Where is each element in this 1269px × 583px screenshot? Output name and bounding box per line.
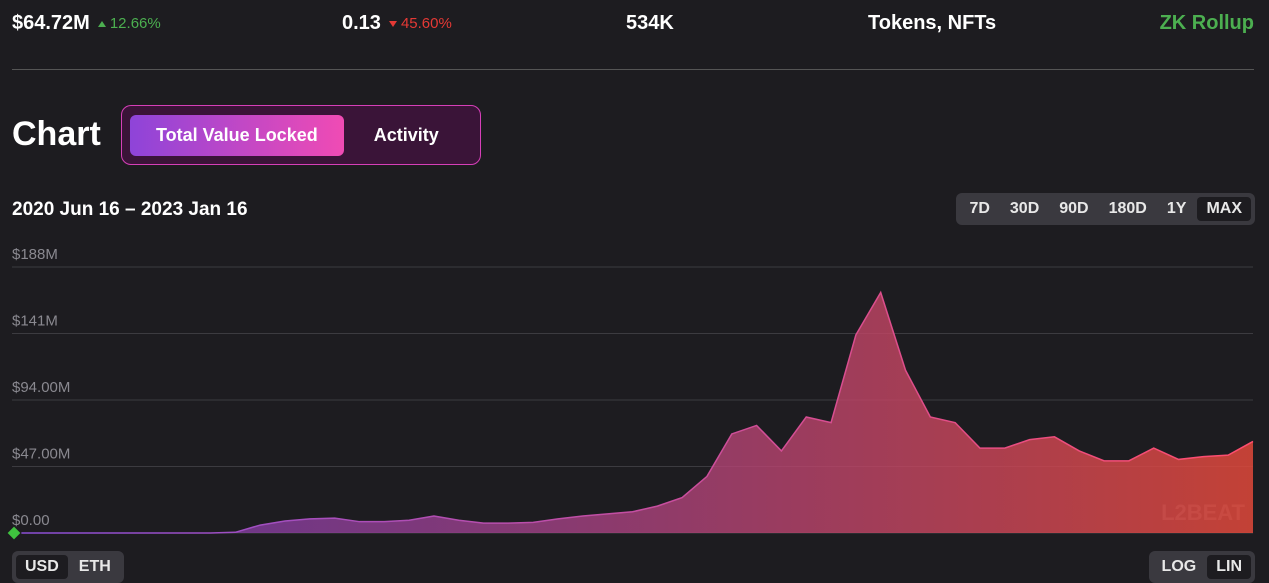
chart: $0.00$47.00M$94.00M$141M$188ML2BEAT	[6, 246, 1254, 541]
stat-change: 45.60%	[388, 15, 452, 32]
button[interactable]: 90D	[1059, 200, 1089, 217]
stat-value: ZK Rollup	[1159, 12, 1254, 34]
scale-buttons: LOG LIN	[1148, 551, 1255, 583]
stat-change-value: 12.66%	[109, 15, 161, 32]
stat-change-value: 45.60%	[400, 15, 452, 32]
button[interactable]: 1Y	[1166, 200, 1187, 217]
stat: $64.72M 12.66%	[12, 12, 161, 35]
button[interactable]: USD	[16, 555, 68, 579]
tab-group: Total Value Locked Activity	[121, 105, 481, 165]
button[interactable]: ETH	[78, 558, 111, 575]
stat: Tokens, NFTs	[868, 12, 996, 35]
button[interactable]: 7D	[969, 200, 990, 217]
tab[interactable]: Total Value Locked	[130, 114, 344, 156]
currency-buttons: USD ETH	[12, 551, 124, 583]
button[interactable]: 180D	[1108, 200, 1147, 217]
page: $64.72M 12.66% 0.13 45.60% 534K Tokens, NFTs Z…	[6, 12, 1255, 583]
divider	[12, 69, 1254, 70]
y-tick-label: $0.00	[12, 512, 50, 529]
button[interactable]: LIN	[1207, 555, 1251, 579]
button[interactable]: LOG	[1161, 558, 1197, 575]
stat: 0.13 45.60%	[342, 12, 452, 35]
area	[12, 292, 1253, 533]
y-tick-label: $188M	[12, 246, 58, 263]
tab[interactable]: Activity	[373, 124, 439, 145]
range-buttons: 7D 30D 90D 180D 1Y MAX	[956, 193, 1255, 225]
line	[12, 290, 1254, 534]
trend-arrow	[388, 20, 397, 27]
start-marker	[6, 525, 22, 541]
stat: ZK Rollup	[1160, 12, 1254, 35]
stat-value: $64.72M	[12, 12, 90, 34]
button[interactable]: MAX	[1197, 197, 1251, 221]
y-tick-label: $141M	[12, 313, 58, 330]
stat-value: 0.13	[342, 12, 381, 34]
y-tick-label: $94.00M	[12, 379, 70, 396]
stat: 534K	[626, 12, 674, 35]
section-title: Chart	[12, 115, 101, 153]
stat-value: 534K	[626, 12, 674, 34]
stat-value: Tokens, NFTs	[868, 12, 997, 34]
date-range: 2020 Jun 16 – 2023 Jan 16	[12, 199, 248, 220]
trend-arrow	[97, 20, 106, 27]
stat-change: 12.66%	[97, 15, 161, 32]
y-tick-label: $47.00M	[12, 446, 70, 463]
button[interactable]: 30D	[1009, 200, 1040, 217]
